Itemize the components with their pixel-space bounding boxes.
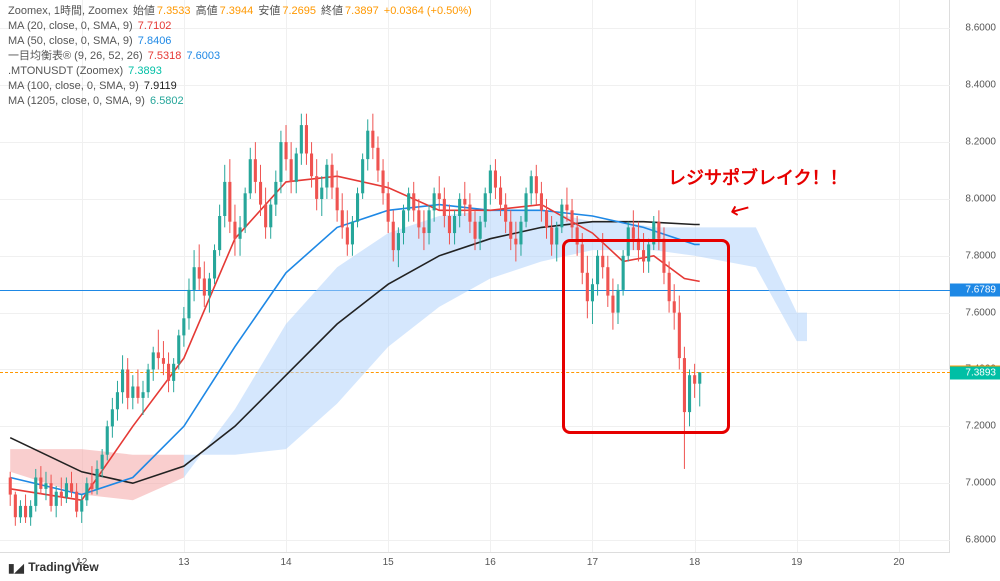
x-tick: 16: [485, 557, 496, 568]
x-tick: 17: [587, 557, 598, 568]
y-tick: 7.0000: [965, 478, 996, 489]
y-tick: 7.6000: [965, 307, 996, 318]
y-tick: 8.4000: [965, 80, 996, 91]
y-tick: 7.8000: [965, 250, 996, 261]
symbol: Zoomex, 1時間, Zoomex: [8, 5, 128, 17]
highlight-box: [562, 239, 730, 434]
y-axis[interactable]: 6.80007.00007.20007.40007.60007.80008.00…: [950, 0, 1000, 552]
annotation-label: レジサポブレイク！！: [668, 164, 848, 190]
y-tick: 7.2000: [965, 421, 996, 432]
price-label: 7.3893: [950, 366, 1000, 379]
tradingview-logo: ▮◢ TradingView: [8, 560, 99, 575]
x-tick: 19: [791, 557, 802, 568]
y-tick: 6.8000: [965, 535, 996, 546]
x-tick: 20: [893, 557, 904, 568]
price-label: 7.6789: [950, 284, 1000, 297]
x-tick: 18: [689, 557, 700, 568]
y-tick: 8.6000: [965, 23, 996, 34]
y-tick: 8.0000: [965, 193, 996, 204]
x-tick: 13: [178, 557, 189, 568]
x-tick: 14: [280, 557, 291, 568]
chart-header: Zoomex, 1時間, Zoomex 始値7.3533 高値7.3944 安値…: [8, 4, 474, 109]
x-axis[interactable]: 121314151617181920: [0, 552, 950, 581]
logo-icon: ▮◢: [8, 561, 24, 575]
y-tick: 8.2000: [965, 137, 996, 148]
x-tick: 15: [383, 557, 394, 568]
